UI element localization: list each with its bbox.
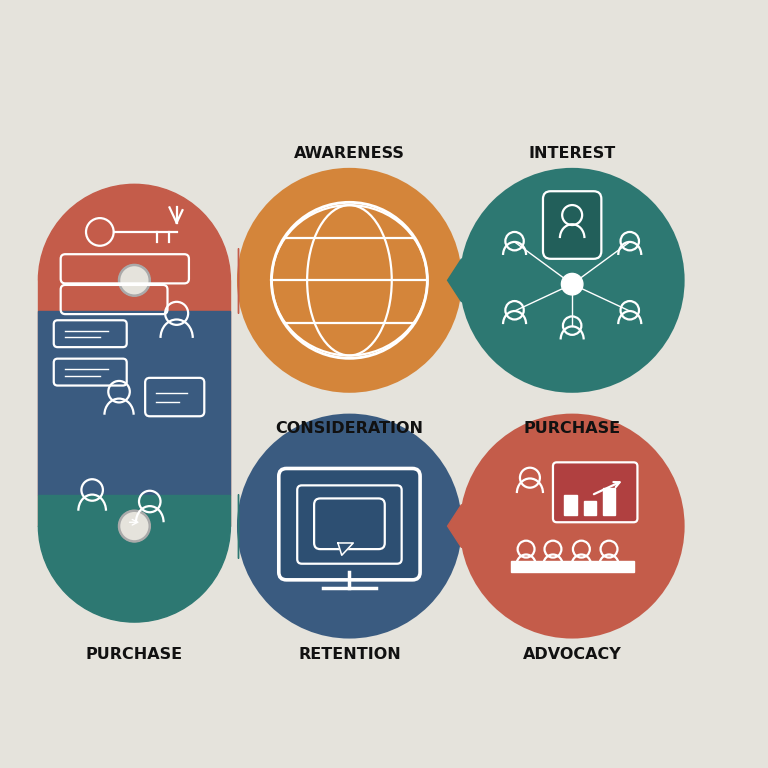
Wedge shape [38,184,230,280]
Polygon shape [448,259,475,302]
Wedge shape [38,526,230,622]
Circle shape [461,415,684,637]
Polygon shape [448,505,475,548]
Polygon shape [338,543,353,555]
Text: RETENTION: RETENTION [298,647,401,662]
Bar [38,495,230,526]
Text: CONSIDERATION: CONSIDERATION [276,421,423,436]
Text: ADVOCACY: ADVOCACY [523,647,621,662]
Bar [603,488,615,515]
FancyBboxPatch shape [297,485,402,564]
FancyBboxPatch shape [314,498,385,549]
Text: PURCHASE: PURCHASE [86,647,183,662]
Circle shape [238,415,461,637]
Text: AWARENESS: AWARENESS [294,146,405,161]
FancyBboxPatch shape [553,462,637,522]
FancyBboxPatch shape [543,191,601,259]
Circle shape [461,169,684,392]
Bar [38,280,230,526]
Bar [584,501,596,515]
Text: INTEREST: INTEREST [528,146,616,161]
FancyBboxPatch shape [279,468,420,580]
Bar [511,561,634,572]
Text: PURCHASE: PURCHASE [524,421,621,436]
Circle shape [238,169,461,392]
Circle shape [119,265,150,296]
Circle shape [119,511,150,541]
Circle shape [561,273,583,295]
Bar [38,311,230,495]
Bar [564,495,577,515]
